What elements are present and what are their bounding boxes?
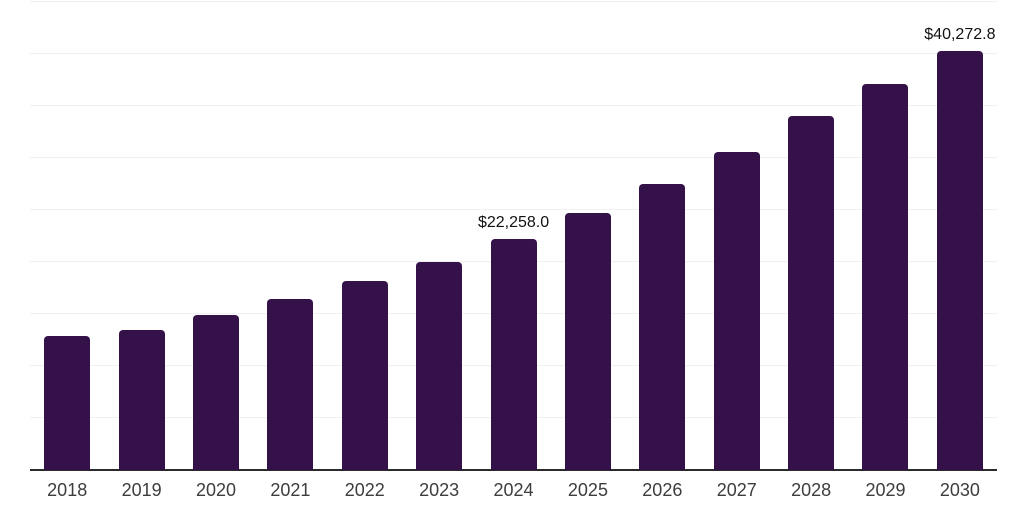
gridline xyxy=(30,1,997,2)
bar-2027 xyxy=(713,151,760,470)
bar-2024 xyxy=(490,238,537,470)
bar-2021 xyxy=(267,299,314,470)
gridline xyxy=(30,209,997,210)
x-tick-label-2018: 2018 xyxy=(47,480,88,500)
bar-2030 xyxy=(936,51,983,470)
bar-2026 xyxy=(639,184,686,470)
bar-2028 xyxy=(788,116,835,470)
x-tick-label-2025: 2025 xyxy=(567,480,608,500)
bar-slot-2029 xyxy=(848,2,922,470)
bar-slot-2025 xyxy=(551,2,625,470)
x-axis-labels: 2018 2019 2020 2021 2022 2023 2024 2025 2026 2027… xyxy=(30,476,997,501)
bar-2019 xyxy=(118,330,165,470)
bars-row: $22,258.0 $40,272.8 xyxy=(30,2,997,470)
bar-slot-2028 xyxy=(774,2,848,470)
gridline xyxy=(30,105,997,106)
x-tick-label-2022: 2022 xyxy=(344,480,385,500)
x-tick-label-2030: 2030 xyxy=(939,480,980,500)
bar-slot-2020 xyxy=(179,2,253,470)
x-tick-label-2028: 2028 xyxy=(791,480,832,500)
plot-area: $22,258.0 $40,272.8 xyxy=(30,1,997,471)
data-label-2024: $22,258.0 xyxy=(477,213,550,231)
data-label-2030: $40,272.8 xyxy=(924,26,996,44)
bar-slot-2024: $22,258.0 xyxy=(476,2,550,470)
bar-slot-2022 xyxy=(328,2,402,470)
bar-slot-2018 xyxy=(30,2,104,470)
x-tick-label-2027: 2027 xyxy=(716,480,757,500)
bar-2022 xyxy=(341,281,388,470)
x-tick-label-2023: 2023 xyxy=(419,480,460,500)
x-tick-label-2026: 2026 xyxy=(642,480,683,500)
gridline xyxy=(30,157,997,159)
bar-slot-2030: $40,272.8 xyxy=(923,2,997,470)
bar-2020 xyxy=(192,315,239,470)
bar-slot-2023 xyxy=(402,2,476,470)
bar-slot-2026 xyxy=(625,2,699,470)
x-axis-line xyxy=(30,469,997,471)
bar-2029 xyxy=(862,84,909,470)
bar-2025 xyxy=(564,213,611,470)
x-tick-label-2020: 2020 xyxy=(195,480,236,500)
bar-slot-2021 xyxy=(253,2,327,470)
x-tick-label-2019: 2019 xyxy=(121,480,162,500)
bar-2018 xyxy=(44,335,91,470)
bar-2023 xyxy=(416,262,463,470)
x-tick-label-2029: 2029 xyxy=(865,480,906,500)
x-tick-label-2024: 2024 xyxy=(493,480,534,500)
x-tick-label-2021: 2021 xyxy=(270,480,311,500)
bar-slot-2019 xyxy=(104,2,178,470)
gridline xyxy=(30,53,997,54)
bar-slot-2027 xyxy=(700,2,774,470)
